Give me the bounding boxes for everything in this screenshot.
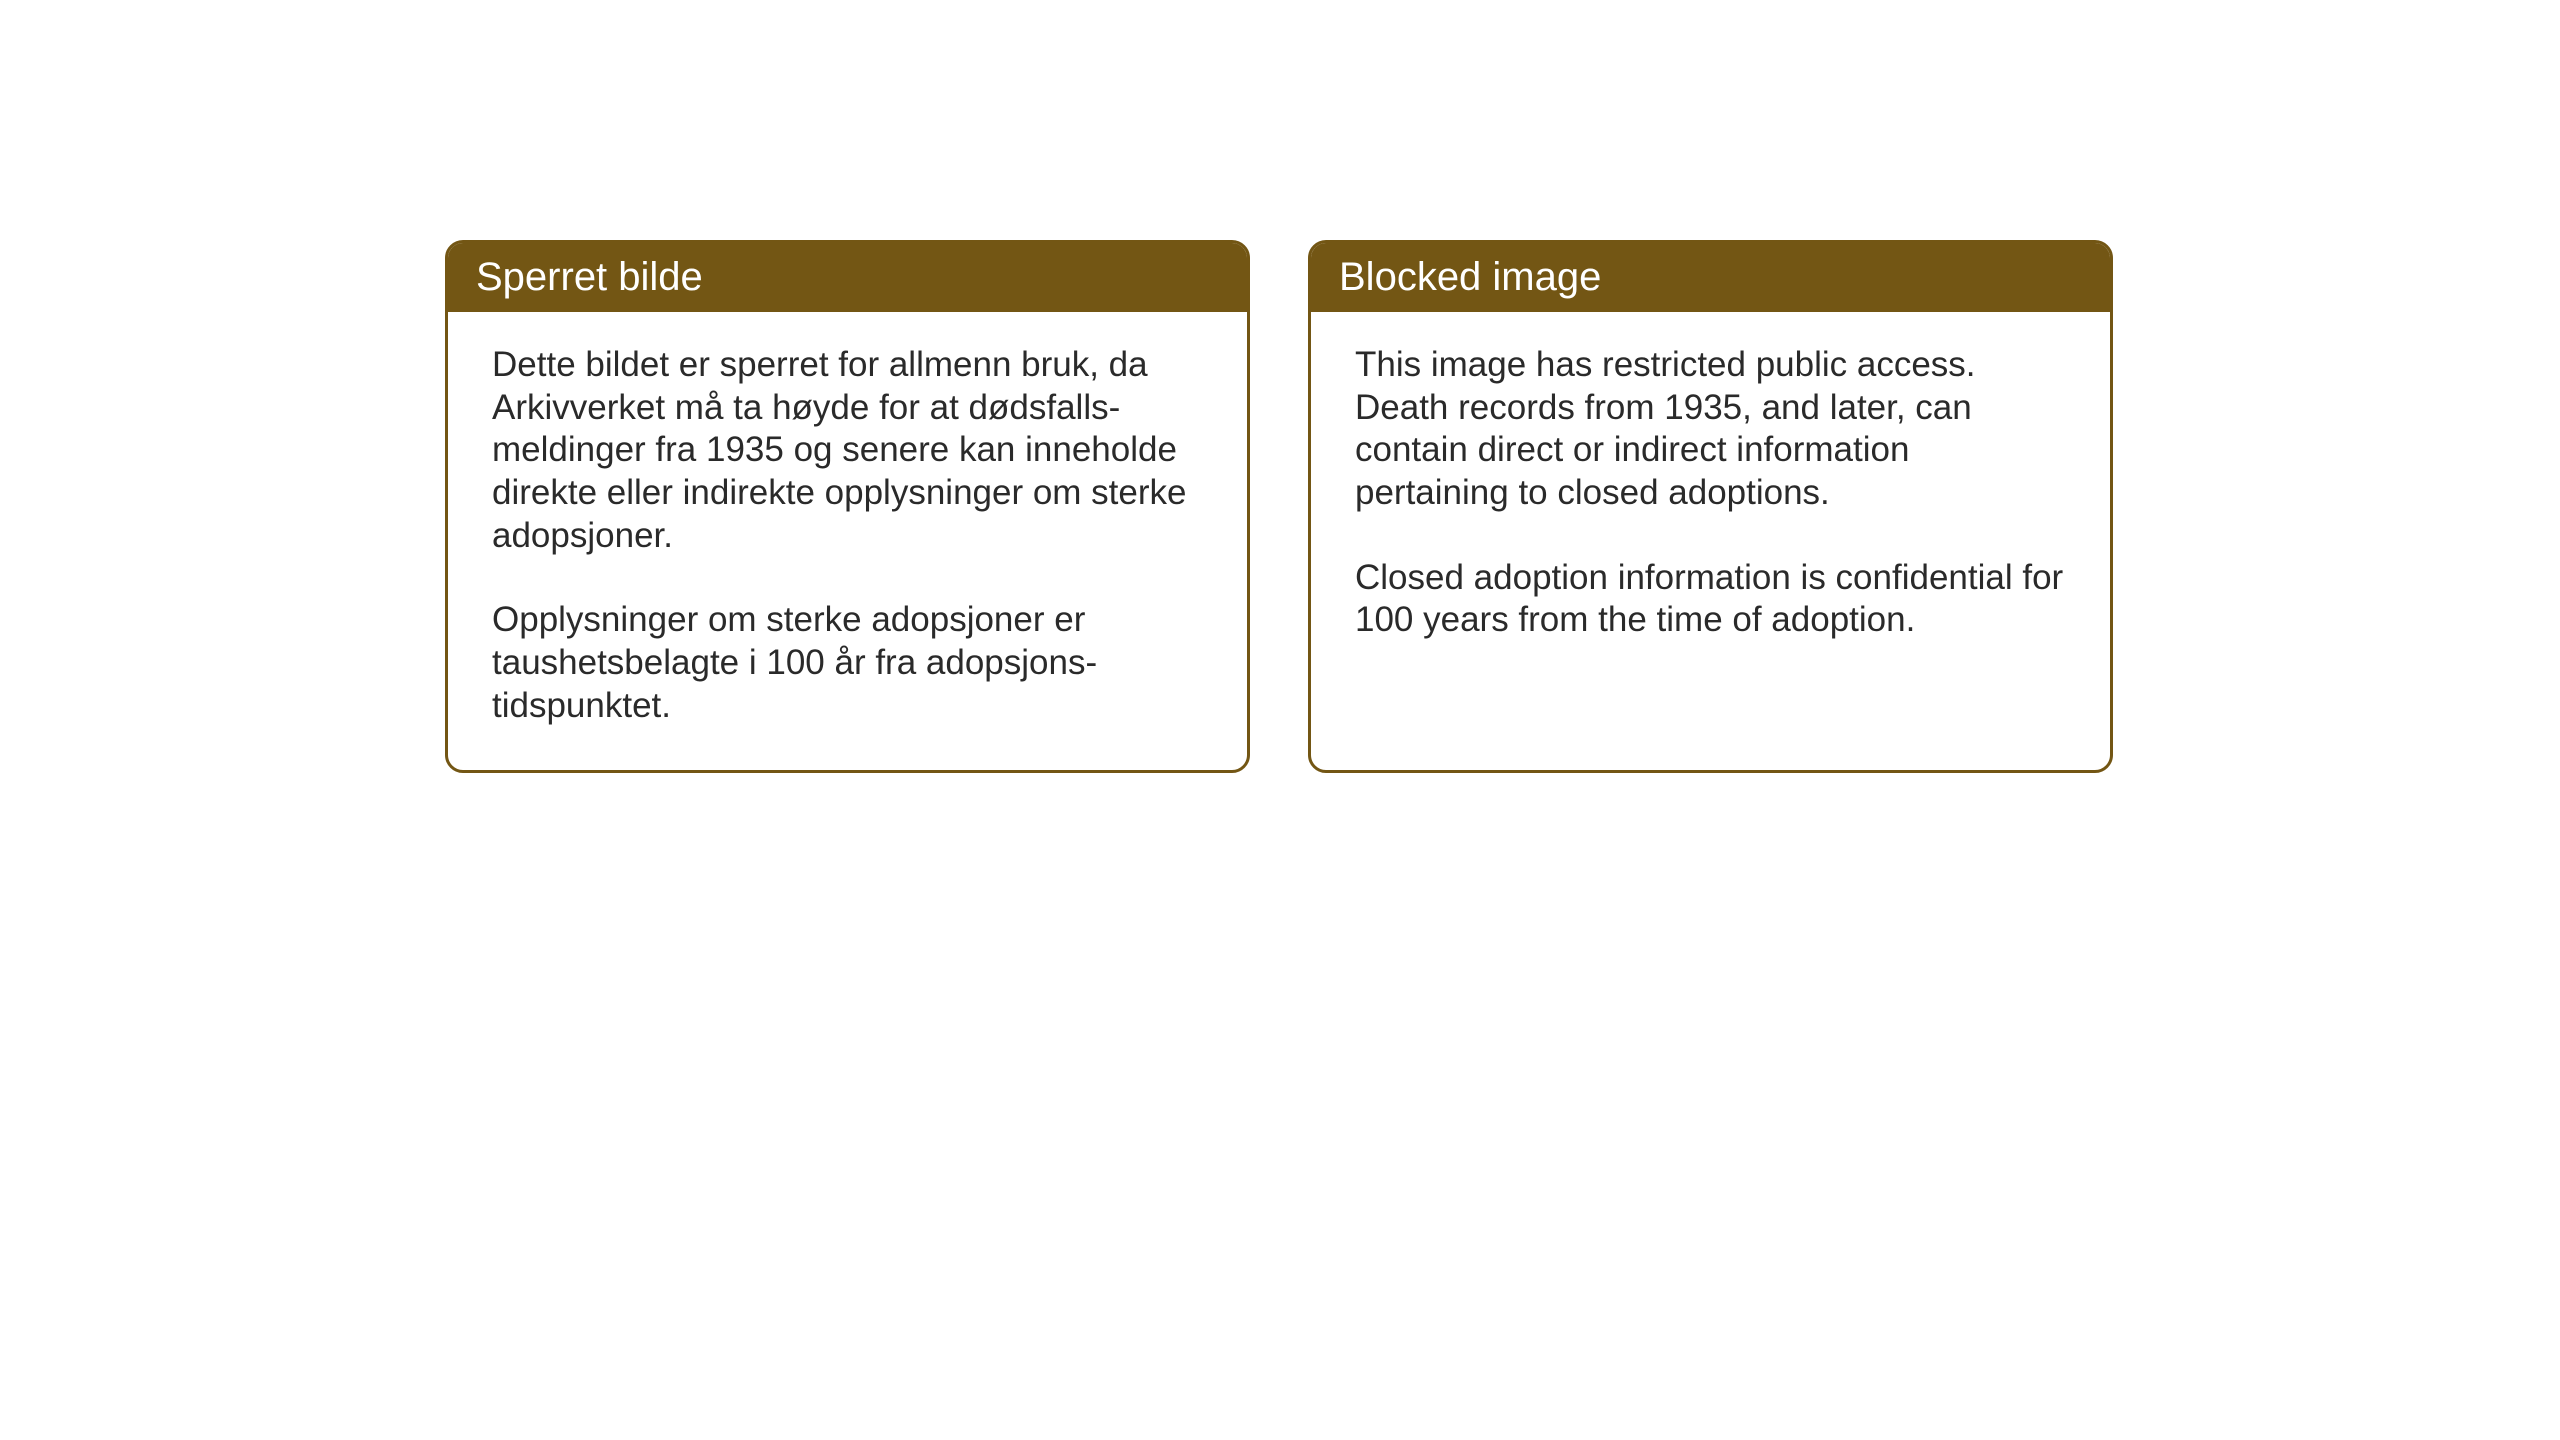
- notice-card-english: Blocked image This image has restricted …: [1308, 240, 2113, 773]
- card-paragraph: Closed adoption information is confident…: [1355, 557, 2066, 642]
- card-paragraph: Dette bildet er sperret for allmenn bruk…: [492, 344, 1203, 557]
- notice-cards-container: Sperret bilde Dette bildet er sperret fo…: [445, 240, 2113, 773]
- card-body-norwegian: Dette bildet er sperret for allmenn bruk…: [448, 312, 1247, 770]
- card-header-english: Blocked image: [1311, 243, 2110, 312]
- notice-card-norwegian: Sperret bilde Dette bildet er sperret fo…: [445, 240, 1250, 773]
- card-body-english: This image has restricted public access.…: [1311, 312, 2110, 684]
- card-paragraph: Opplysninger om sterke adopsjoner er tau…: [492, 599, 1203, 727]
- card-title: Sperret bilde: [476, 255, 703, 299]
- card-header-norwegian: Sperret bilde: [448, 243, 1247, 312]
- card-paragraph: This image has restricted public access.…: [1355, 344, 2066, 515]
- card-title: Blocked image: [1339, 255, 1601, 299]
